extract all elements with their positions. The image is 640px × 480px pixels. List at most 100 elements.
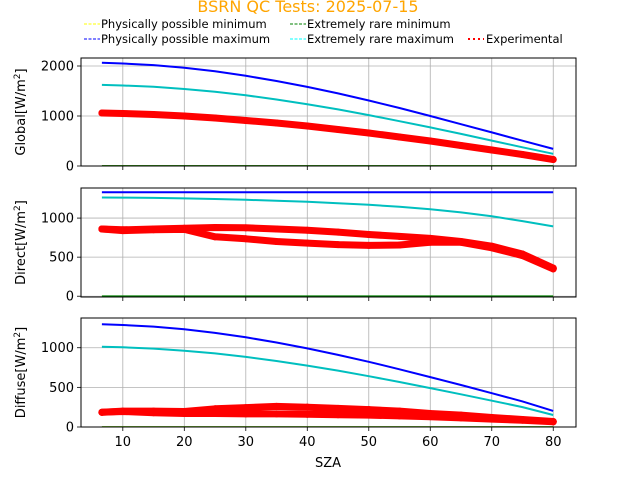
data-point-experimental [334,411,342,419]
data-point-experimental [180,225,188,233]
data-point-experimental [549,418,557,426]
data-point-experimental [98,408,106,416]
data-point-experimental [273,225,281,233]
data-point-experimental [519,416,527,424]
y-axis-label: Global[W/m2] [13,68,29,155]
data-point-experimental [98,225,106,233]
x-tick-label: 30 [238,435,255,450]
series-ermax [101,83,554,155]
y-tick-label: 1000 [41,212,74,227]
data-point-experimental [150,226,158,234]
chart-title: BSRN QC Tests: 2025-07-15 [197,0,418,16]
y-axis-label: Diffuse[W/m2] [13,327,29,418]
data-point-experimental [119,227,127,235]
data-point-experimental [180,410,188,418]
series-experimental [98,109,557,163]
legend: Physically possible minimum Extremely rar… [84,17,563,46]
series-experimental [98,408,557,426]
data-point-experimental [98,109,106,117]
data-point-experimental [519,252,527,260]
data-point-experimental [211,223,219,231]
data-point-experimental [303,239,311,247]
data-point-experimental [242,224,250,232]
data-point-experimental [242,235,250,243]
data-point-experimental [426,238,434,246]
data-point-experimental [334,228,342,236]
y-tick-label: 500 [49,251,74,266]
data-point-experimental [365,411,373,419]
plot-area [98,61,557,166]
axes-frame [80,57,577,167]
series-ermax [101,196,554,228]
x-tick-label: 50 [361,435,378,450]
axes-frame [80,317,577,428]
data-point-experimental [150,111,158,118]
y-tick-label: 1000 [41,341,74,356]
y-tick-label: 0 [66,160,74,175]
x-tick-label: 60 [422,435,439,450]
legend-entry: Physically possible maximum [84,32,270,46]
y-tick-label: 1000 [41,110,74,125]
series-experimental [98,225,557,273]
x-tick-label: 80 [545,435,562,450]
panel-direct: 0 500 1000 Direct[W/m2] [13,187,577,305]
legend-label: Physically possible minimum [101,17,267,31]
data-point-experimental [488,244,496,252]
data-point-experimental [150,409,158,417]
data-point-experimental [273,410,281,418]
data-point-experimental [273,119,281,127]
data-point-experimental [457,142,465,149]
data-point-experimental [180,112,188,120]
x-tick-label: 20 [176,435,193,450]
x-tick-label: 10 [115,435,132,450]
legend-label: Experimental [486,32,563,46]
data-point-experimental [303,122,311,130]
legend-entry: Experimental [468,32,563,46]
data-point-experimental [549,265,557,273]
data-point-experimental [273,238,281,246]
legend-label: Extremely rare minimum [307,17,451,31]
data-point-experimental [211,410,219,418]
x-tick-label: 40 [299,435,316,450]
y-axis-label: Direct[W/m2] [13,200,29,285]
legend-entry: Extremely rare minimum [290,17,451,31]
data-point-experimental [396,133,404,141]
data-point-experimental [396,241,404,249]
legend-entry: Extremely rare maximum [290,32,454,46]
data-point-experimental [303,403,311,411]
data-point-experimental [303,226,311,234]
data-point-experimental [488,146,496,154]
y-tick-label: 0 [66,421,74,436]
legend-label: Physically possible maximum [101,32,270,46]
legend-label: Extremely rare maximum [307,32,454,46]
y-tick-label: 2000 [41,60,74,75]
data-point-experimental [242,410,250,418]
y-tick-label: 500 [49,381,74,396]
panels: 0 1000 2000 Global[W/m2] 0 500 1000 Direct[W/m2… [13,57,577,450]
series-ppmax [101,323,554,412]
data-point-experimental [426,413,434,421]
data-point-experimental [211,114,219,122]
data-point-experimental [334,241,342,249]
data-point-experimental [457,414,465,422]
plot-area [98,323,557,427]
panel-global: 0 1000 2000 Global[W/m2] [13,57,577,175]
data-point-experimental [488,415,496,423]
legend-entry: Physically possible minimum [84,17,267,31]
data-point-experimental [119,110,127,117]
data-point-experimental [365,230,373,238]
series-ermax [101,345,554,416]
data-point-experimental [365,129,373,137]
data-point-experimental [549,156,557,163]
data-point-experimental [303,410,311,418]
axes-frame [80,187,577,298]
data-point-experimental [519,151,527,158]
data-point-experimental [242,117,250,124]
data-point-experimental [365,241,373,249]
data-point-experimental [365,406,373,414]
data-point-experimental [457,238,465,246]
data-point-experimental [242,404,250,412]
plot-area [98,191,557,297]
data-point-experimental [211,233,219,241]
